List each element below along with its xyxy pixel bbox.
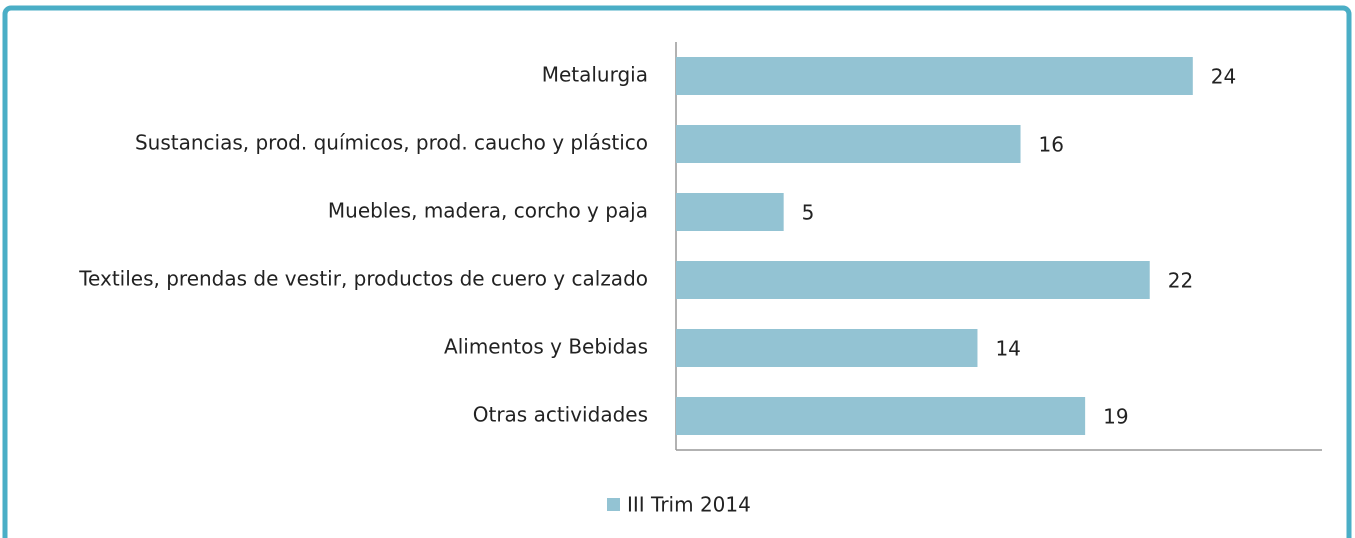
y-tick-label: Alimentos y Bebidas [444,335,648,359]
data-label: 19 [1103,405,1128,429]
bar [676,397,1086,435]
y-tick-label: Muebles, madera, corcho y paja [328,199,648,223]
data-label: 16 [1039,133,1064,157]
bar [676,57,1193,95]
data-label: 14 [995,337,1020,361]
legend-label: III Trim 2014 [627,493,751,517]
bar [676,261,1150,299]
data-label: 5 [802,201,815,225]
legend-swatch [607,498,620,511]
y-tick-label: Textiles, prendas de vestir, productos d… [78,267,648,291]
y-tick-label: Metalurgia [542,63,648,87]
bar [676,125,1021,163]
bar [676,329,978,367]
y-tick-label: Otras actividades [473,403,648,427]
data-label: 24 [1211,65,1236,89]
bar [676,193,784,231]
y-tick-label: Sustancias, prod. químicos, prod. caucho… [135,131,648,155]
data-label: 22 [1168,269,1193,293]
